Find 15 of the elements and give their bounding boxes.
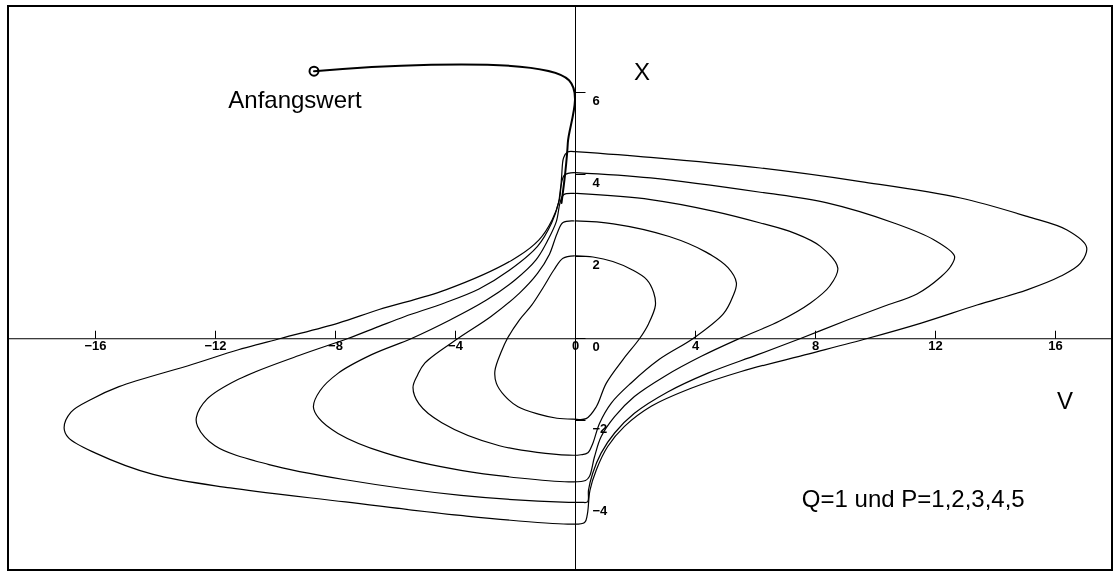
x-tick-label: 8 [811, 337, 820, 353]
x-tick-label: 12 [928, 337, 943, 353]
x-axis-title: V [1056, 386, 1074, 414]
x-tick-label: −12 [204, 337, 227, 353]
y-tick-label: 2 [592, 256, 600, 272]
y-tick-label: −4 [592, 502, 609, 518]
annotation: Q=1 und P=1,2,3,4,5 [801, 485, 1025, 513]
x-tick-label: 4 [691, 337, 700, 353]
x-tick-label: 16 [1048, 337, 1063, 353]
y-axis-title: X [633, 58, 651, 86]
annotation: Anfangswert [228, 86, 363, 114]
y-tick-label: 4 [592, 174, 601, 190]
y-tick-label: 6 [592, 92, 600, 108]
x-tick-label: −4 [448, 337, 464, 353]
x-tick-label: −16 [84, 337, 107, 353]
